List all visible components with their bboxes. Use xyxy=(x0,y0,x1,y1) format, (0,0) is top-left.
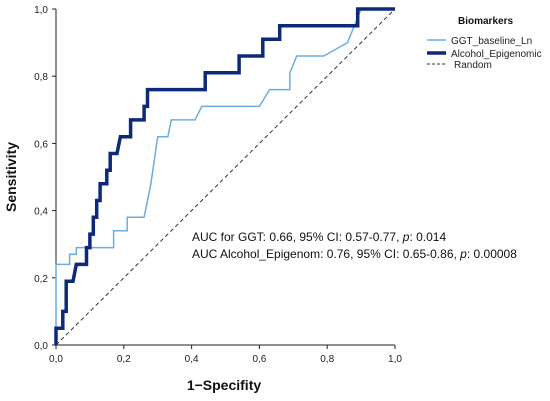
ggt-baseline-roc-line xyxy=(55,8,395,345)
series-lines xyxy=(54,7,396,346)
y-tick-label: 0,0 xyxy=(34,341,48,352)
y-tick-label: 1,0 xyxy=(34,5,48,16)
random-diagonal-line xyxy=(55,8,396,346)
legend-label-random: Random xyxy=(454,60,492,71)
y-tick-label: 0,2 xyxy=(34,274,48,285)
auc-ggt-annotation: AUC for GGT: 0.66, 95% CI: 0.57-0.77, p:… xyxy=(192,230,446,244)
alcohol-epigenomic-roc-line xyxy=(54,7,395,345)
legend-title: Biomarkers xyxy=(458,16,513,27)
x-tick-label: 0,2 xyxy=(117,354,131,365)
x-tick-label: 0,6 xyxy=(252,354,266,365)
y-tick-label: 0,4 xyxy=(34,207,48,218)
x-tick-label: 1,0 xyxy=(388,354,402,365)
legend: Biomarkers GGT_baseline_Ln Alcohol_Epige… xyxy=(427,16,542,71)
legend-label-ggt: GGT_baseline_Ln xyxy=(451,36,532,47)
x-tick-label: 0,4 xyxy=(185,354,199,365)
y-tick-label: 0,8 xyxy=(34,72,48,83)
x-axis-title: 1−Specifity xyxy=(187,377,262,393)
tick-group: 0,0 0,2 0,4 0,6 0,8 1,0 0,0 0,2 0,4 0,6 0,8 1,0 xyxy=(34,5,402,365)
x-tick-label: 0,0 xyxy=(49,354,63,365)
y-tick-label: 0,6 xyxy=(34,139,48,150)
auc-alcohol-annotation: AUC Alcohol_Epigenom: 0.76, 95% CI: 0.65… xyxy=(192,247,517,261)
x-tick-label: 0,8 xyxy=(320,354,334,365)
legend-label-alcohol: Alcohol_Epigenomic xyxy=(451,49,542,60)
y-axis-title: Sensitivity xyxy=(3,142,19,212)
